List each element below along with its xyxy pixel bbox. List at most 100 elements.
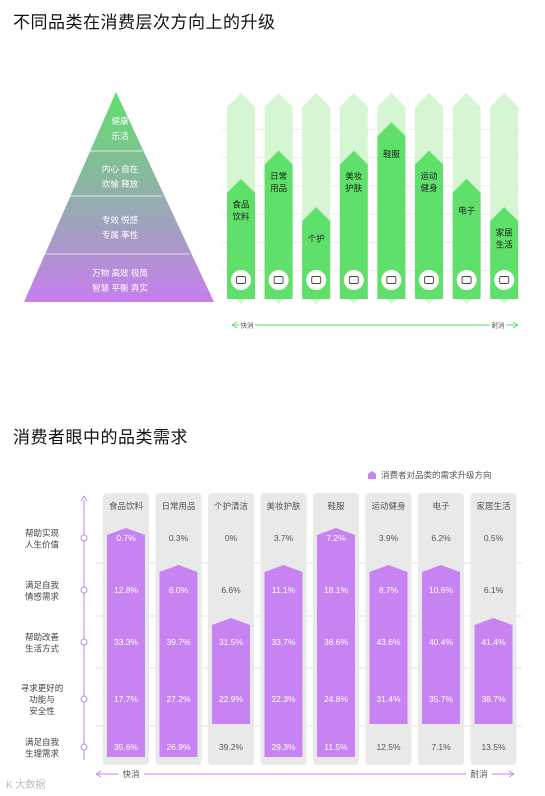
row-marker [80,695,88,703]
category-bar [452,178,481,299]
category-column: 家居生活 [490,93,519,304]
page-title-upgrade: 不同品类在消费层次方向上的升级 [13,13,276,32]
category-column: 日常用品 0.3% 6.0% 39.7% 27.2% 26.9% [155,493,202,765]
cell-value: 26.9% [166,742,191,752]
cell-value: 22.9% [219,694,244,704]
row-marker [80,534,88,542]
category-column: 运动健身 [415,93,443,304]
demand-bar [422,565,460,724]
category-column: 家居生活 0.5% 6.1% 41.4% 38.7% 13.5% [470,493,517,765]
category-bar [227,178,255,299]
cell-value: 12.5% [376,742,401,752]
burger-icon [230,269,252,291]
row-label: 满足自我生理需求 [25,737,60,759]
cell-value: 31.5% [219,637,244,647]
row-marker [80,638,88,646]
watermark: K 大数据 [6,780,46,791]
category-column: 食品饮料 [227,93,255,304]
category-label: 鞋服 [383,149,401,159]
demand-bar [369,565,408,724]
cell-value: 43.6% [376,637,401,647]
category-label: 日常用品 [270,171,287,193]
category-column: 电子 [452,93,481,304]
category-column: 食品饮料 0.7% 12.8% 33.3% 17.7% 35.6% [103,493,149,765]
cell-value: 6.0% [169,585,189,595]
cell-value: 11.5% [324,742,348,752]
cell-value: 3.7% [274,533,294,543]
category-label: 美妆护肤 [345,171,363,193]
demand-bar [474,618,513,724]
demand-bar [107,528,145,757]
pyramid-level-text: 万物 高效 极简智慧 平衡 真实 [92,268,148,293]
cell-value: 13.5% [481,742,506,752]
cell-value: 22.3% [271,694,296,704]
category-column: 个护清洁 0% 6.6% 31.5% 22.9% 39.2% [208,493,254,765]
category-label: 个护 [308,234,325,244]
column-header: 电子 [432,501,450,511]
row-label: 寻求更好的功能与安全性 [21,683,64,716]
cell-value: 0.5% [484,533,504,543]
x-axis-arrow-left [95,770,102,778]
cell-value: 0.7% [116,533,136,543]
x-axis-arrow-right [512,321,519,329]
icon-glyph [273,276,284,284]
cell-value: 35.7% [429,694,454,704]
pyramid-level-text: 专效 悦感专属 率性 [102,215,139,240]
category-bar [377,122,406,300]
category-column: 美妆护肤 3.7% 11.1% 33.7% 22.3% 29.3% [260,493,307,765]
category-label: 运动健身 [420,171,438,193]
demand-bar [264,565,303,757]
page-title-demand: 消费者眼中的品类需求 [13,428,188,447]
lotion-bottle-icon [305,269,328,291]
category-label: 家居生活 [496,228,514,250]
x-axis-right-label: 耐消 [492,321,506,330]
sofa-icon [493,269,516,291]
row-label: 帮助实现人生价值 [25,528,60,550]
cell-value: 0% [225,533,238,543]
demand-bar [212,618,250,724]
category-label: 食品饮料 [232,199,250,221]
category-column: 鞋服 [377,93,406,304]
category-column: 美妆护肤 [339,93,368,304]
row-marker [80,743,88,751]
x-axis-arrow-left [231,321,238,329]
icon-glyph [348,276,359,284]
pyramid-level-text: 健康乐活 [111,116,129,141]
row-label: 帮助改善生活方式 [25,632,60,654]
category-bar [264,150,293,299]
cell-value: 29.3% [271,742,296,752]
x-axis-left-label: 快消 [122,769,139,779]
category-label: 电子 [458,205,476,215]
cell-value: 27.2% [166,694,191,704]
cell-value: 10.6% [429,585,454,595]
icon-glyph [311,276,322,284]
pyramid-shape [24,92,214,302]
category-column: 鞋服 7.2% 18.1% 38.6% 24.8% 11.5% [313,493,359,765]
x-axis-left-label: 快消 [241,321,255,330]
cell-value: 7.1% [431,742,451,752]
row-marker [80,586,88,594]
column-header: 美妆护肤 [266,501,301,511]
legend-swatch [368,471,376,479]
icon-glyph [236,276,246,284]
cell-value: 8.7% [379,585,399,595]
cell-value: 40.4% [429,637,454,647]
y-axis-arrow [80,495,88,502]
category-column: 日常用品 [264,93,293,304]
cell-value: 35.6% [114,742,139,752]
column-header: 家居生活 [476,501,511,511]
icon-glyph [386,276,397,284]
column-header: 个护清洁 [214,501,249,511]
column-header: 日常用品 [161,501,195,511]
cell-value: 39.2% [219,742,244,752]
legend-label: 消费者对品类的需求升级方向 [381,470,492,480]
column-header: 食品饮料 [109,501,144,511]
cell-value: 38.7% [481,694,506,704]
icon-glyph [461,276,472,284]
category-column: 个护 [302,93,331,304]
cell-value: 6.6% [221,585,241,595]
category-column: 运动健身 3.9% 8.7% 43.6% 31.4% 12.5% [365,493,412,765]
column-header: 运动健身 [371,501,405,511]
cell-value: 38.6% [324,637,349,647]
